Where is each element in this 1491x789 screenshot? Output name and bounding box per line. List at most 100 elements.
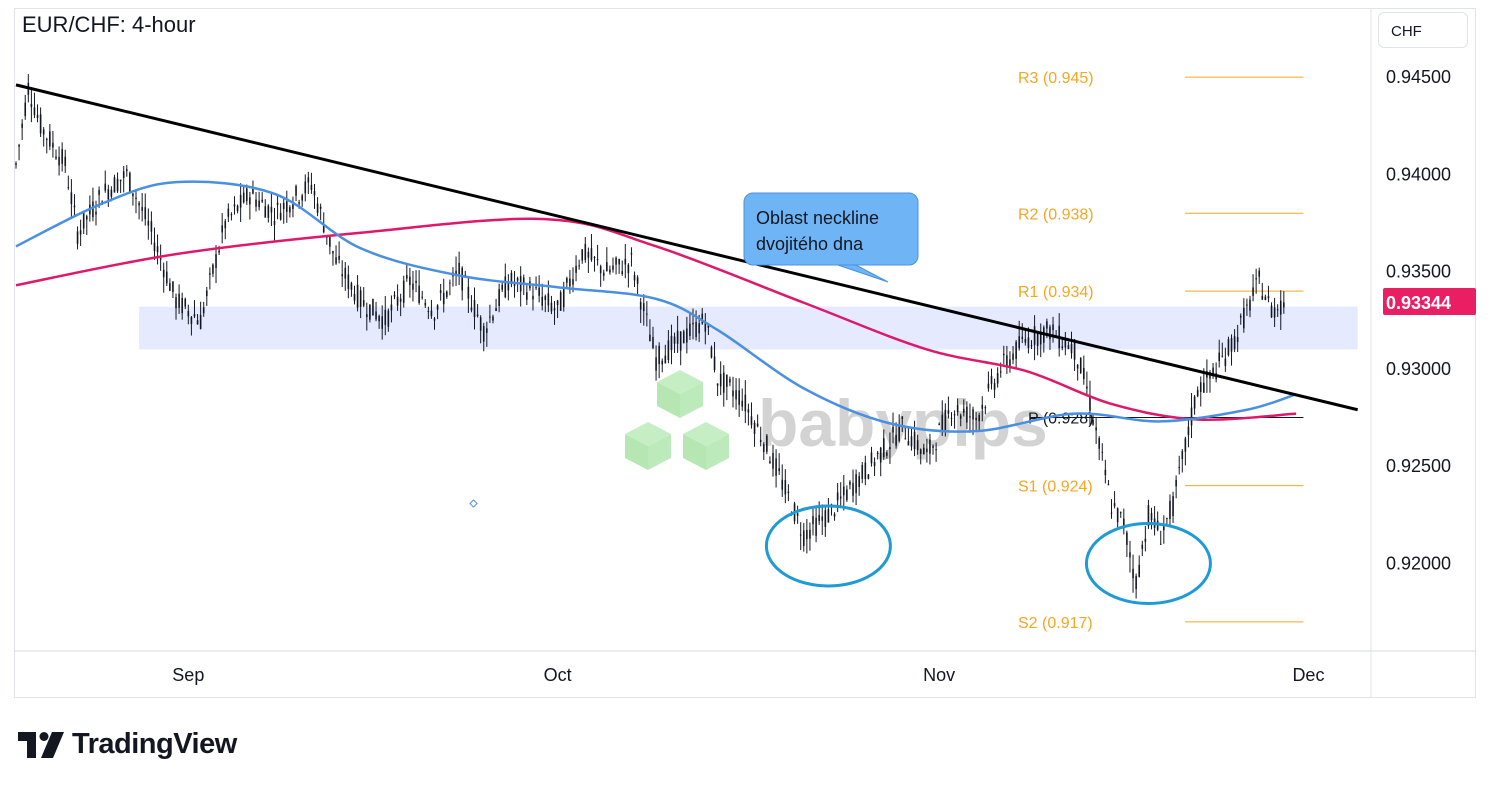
neckline-callout[interactable] bbox=[743, 192, 919, 266]
candle-body bbox=[67, 187, 70, 189]
candle-body bbox=[541, 296, 544, 306]
currency-selector[interactable]: CHF bbox=[1378, 12, 1468, 48]
pivot-label: R2 (0.938) bbox=[1018, 206, 1094, 223]
candle-body bbox=[849, 481, 851, 485]
candle-body bbox=[729, 378, 731, 383]
candle-body bbox=[310, 184, 313, 190]
candle-body bbox=[1123, 518, 1125, 529]
candle-body bbox=[45, 138, 48, 140]
candle-body bbox=[205, 290, 208, 297]
candle-body bbox=[492, 316, 494, 321]
candle-body bbox=[455, 270, 457, 275]
candle-body bbox=[1107, 484, 1110, 486]
candle-body bbox=[245, 188, 248, 202]
candle-body bbox=[119, 179, 122, 182]
candle-body bbox=[141, 207, 143, 211]
candle-body bbox=[1144, 538, 1147, 542]
ma-red-line bbox=[15, 217, 1297, 421]
candle-body bbox=[301, 195, 303, 201]
candle-body bbox=[698, 323, 700, 334]
candle-body bbox=[1273, 307, 1276, 318]
candle-body bbox=[378, 316, 380, 322]
pivot-label: S2 (0.917) bbox=[1018, 615, 1093, 632]
candle-body bbox=[963, 408, 965, 413]
candle-body bbox=[1267, 296, 1270, 299]
candle-body bbox=[362, 300, 365, 306]
candle-body bbox=[667, 340, 670, 361]
candle-body bbox=[778, 468, 780, 472]
double-bottom-ellipse[interactable] bbox=[1084, 521, 1212, 605]
callout-text-line: dvojitého dna bbox=[756, 234, 864, 254]
descending-trendline[interactable] bbox=[15, 83, 1359, 412]
candle-body bbox=[1276, 309, 1279, 311]
candle-body bbox=[981, 404, 984, 409]
candle-body bbox=[209, 273, 211, 275]
candle-body bbox=[61, 149, 63, 164]
candle-body bbox=[1141, 544, 1144, 549]
candle-body bbox=[575, 265, 577, 273]
candle-body bbox=[716, 383, 719, 386]
candle-body bbox=[642, 303, 645, 312]
candle-body bbox=[966, 406, 968, 423]
candle-body bbox=[895, 434, 897, 446]
candle-body bbox=[769, 461, 771, 463]
candle-body bbox=[479, 317, 482, 331]
candle-body bbox=[461, 267, 464, 291]
candle-body bbox=[953, 414, 956, 416]
candle-body bbox=[535, 287, 537, 289]
candle-body bbox=[1132, 568, 1134, 579]
candle-body bbox=[932, 446, 934, 448]
candle-body bbox=[590, 248, 593, 260]
candle-body bbox=[756, 423, 759, 427]
candle-body bbox=[199, 314, 202, 329]
candle-body bbox=[181, 297, 183, 314]
candle-body bbox=[473, 300, 476, 317]
candle-body bbox=[1218, 352, 1221, 362]
chart-frame bbox=[14, 8, 1476, 698]
candle-body bbox=[922, 447, 925, 455]
candle-body bbox=[812, 516, 814, 525]
candle-body bbox=[406, 274, 408, 279]
candle-body bbox=[1233, 336, 1236, 350]
candle-body bbox=[442, 292, 445, 305]
axes-layer: 0.94500 0.94000 0.93500 0.93000 0.92500 0.920… bbox=[14, 9, 1476, 698]
candle-body bbox=[1255, 278, 1257, 280]
candle-body bbox=[544, 296, 547, 300]
candle-body bbox=[950, 417, 953, 419]
candle-body bbox=[1258, 270, 1261, 277]
candle-body bbox=[261, 199, 263, 202]
candle-body bbox=[224, 221, 227, 229]
candle-body bbox=[307, 177, 310, 183]
candle-body bbox=[726, 374, 728, 387]
candle-body bbox=[633, 275, 636, 281]
candle-body bbox=[1236, 337, 1239, 343]
candle-body bbox=[230, 214, 233, 216]
candle-body bbox=[70, 192, 73, 205]
candle-body bbox=[996, 373, 999, 384]
candle-body bbox=[1083, 367, 1085, 380]
candle-body bbox=[495, 308, 497, 312]
candle-body bbox=[861, 464, 864, 479]
candle-body bbox=[147, 220, 150, 226]
double-bottom-ellipse[interactable] bbox=[764, 504, 892, 588]
tradingview-logo[interactable]: TradingView bbox=[18, 728, 237, 761]
candle-body bbox=[1021, 336, 1024, 339]
candle-body bbox=[602, 272, 605, 276]
candle-body bbox=[1147, 505, 1150, 526]
candle-body bbox=[1015, 341, 1017, 359]
candle-body bbox=[898, 424, 900, 441]
candle-body bbox=[366, 314, 368, 318]
candle-body bbox=[169, 283, 171, 291]
candle-body bbox=[255, 199, 257, 207]
candle-body bbox=[929, 439, 931, 454]
candle-body bbox=[55, 156, 57, 159]
candle-body bbox=[532, 295, 534, 300]
candle-body bbox=[639, 301, 642, 310]
candle-body bbox=[596, 259, 599, 261]
candle-body bbox=[316, 203, 319, 213]
candle-body bbox=[15, 163, 17, 165]
candle-body bbox=[33, 107, 36, 116]
candle-body bbox=[538, 287, 540, 296]
candle-body bbox=[153, 242, 156, 252]
